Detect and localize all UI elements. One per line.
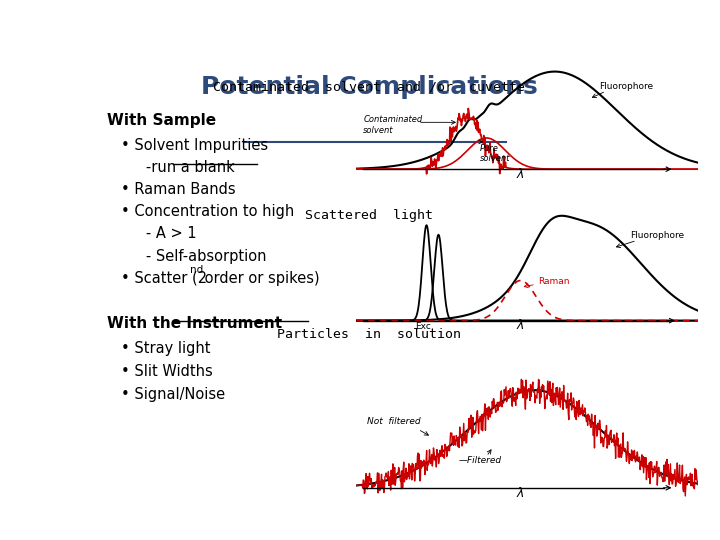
Text: Fluorophore: Fluorophore (630, 232, 684, 240)
Text: Raman: Raman (538, 278, 569, 286)
Text: -run a blank: -run a blank (132, 160, 235, 174)
Text: • Solvent Impurities: • Solvent Impurities (121, 138, 268, 153)
Text: • Signal/Noise: • Signal/Noise (121, 387, 225, 402)
Text: Not  filtered: Not filtered (366, 417, 420, 427)
Text: • Raman Bands: • Raman Bands (121, 182, 235, 197)
Text: • Stray light: • Stray light (121, 341, 210, 356)
Text: Pure
solvent: Pure solvent (480, 144, 510, 163)
Text: With the Instrument: With the Instrument (107, 316, 282, 332)
Text: nd: nd (190, 265, 203, 275)
Text: - A > 1: - A > 1 (132, 226, 197, 241)
Text: order or spikes): order or spikes) (200, 271, 320, 286)
Text: Contaminated  solvent  and /or  cuvette: Contaminated solvent and /or cuvette (213, 81, 525, 94)
Text: Exc.: Exc. (415, 322, 434, 331)
Text: • Scatter (2: • Scatter (2 (121, 271, 207, 286)
Text: • Concentration to high: • Concentration to high (121, 204, 294, 219)
Text: —Filtered: —Filtered (459, 456, 502, 465)
Text: • Slit Widths: • Slit Widths (121, 364, 212, 379)
Text: Contaminated
solvent: Contaminated solvent (363, 116, 423, 135)
Text: Fluorophore: Fluorophore (599, 82, 653, 91)
Text: $\lambda$: $\lambda$ (516, 318, 525, 332)
Text: With Sample: With Sample (107, 113, 216, 127)
Text: Scattered  light: Scattered light (305, 208, 433, 221)
Text: Particles  in  solution: Particles in solution (277, 328, 461, 341)
Text: $\lambda$: $\lambda$ (516, 485, 525, 500)
Text: Potential Complications: Potential Complications (201, 75, 537, 99)
Text: - Self-absorption: - Self-absorption (132, 248, 266, 264)
Text: $\lambda$: $\lambda$ (516, 167, 525, 181)
